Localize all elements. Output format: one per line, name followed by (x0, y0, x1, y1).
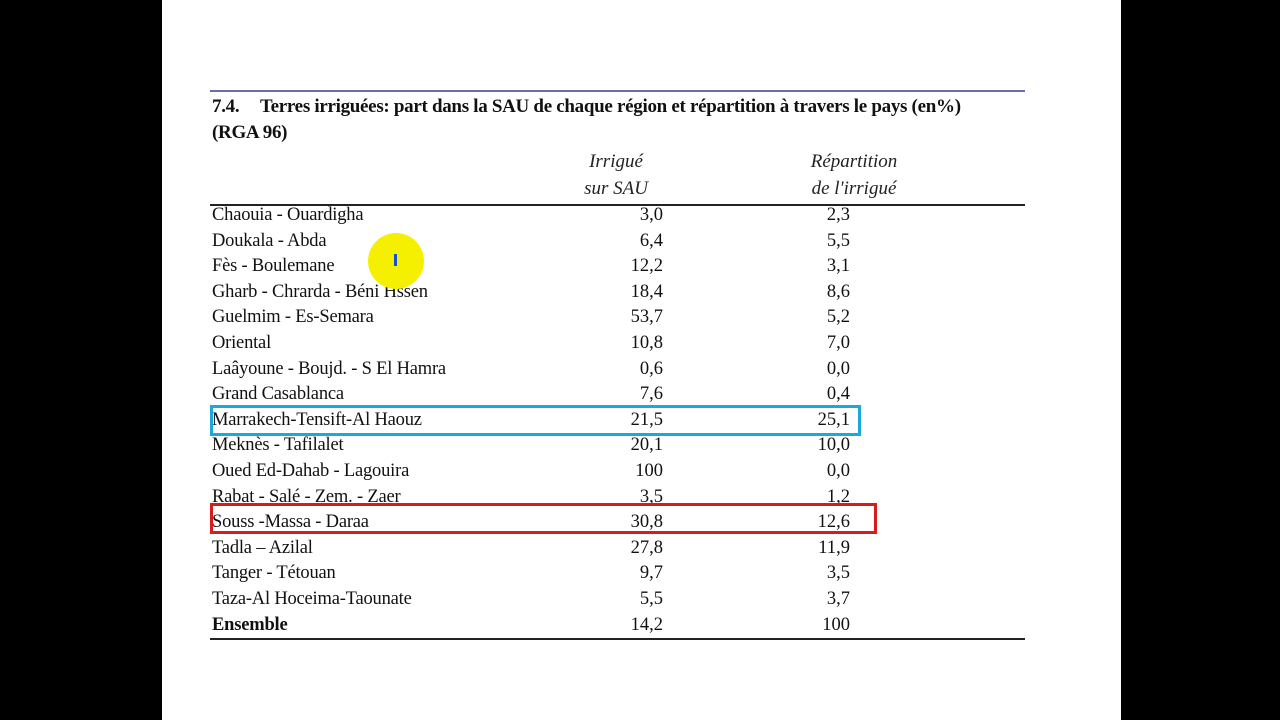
table-row: Tanger - Tétouan 9,7 3,5 (162, 561, 1121, 587)
region-cell: Oriental (212, 332, 272, 353)
region-cell: Rabat - Salé - Zem. - Zaer (212, 486, 401, 507)
region-cell: Laâyoune - Boujd. - S El Hamra (212, 358, 446, 379)
table-row: Oriental 10,8 7,0 (162, 331, 1121, 357)
table-title-text: Terres irriguées: part dans la SAU de ch… (260, 96, 961, 117)
region-cell: Oued Ed-Dahab - Lagouira (212, 460, 410, 481)
repartition-cell: 3,5 (826, 563, 850, 584)
table-row: Marrakech-Tensift-Al Haouz 21,5 25,1 (162, 408, 1121, 434)
repartition-cell: 5,2 (826, 307, 850, 328)
irrigue-cell: 100 (635, 460, 663, 481)
bottom-rule (210, 638, 1025, 640)
table-row: Doukala - Abda 6,4 5,5 (162, 229, 1121, 255)
repartition-cell: 7,0 (826, 332, 850, 353)
irrigue-cell: 30,8 (630, 512, 663, 533)
table-number: 7.4. (212, 96, 240, 117)
column-header-irrigue: Irrigué sur SAU (516, 148, 716, 202)
top-rule (210, 90, 1025, 92)
region-cell: Souss -Massa - Daraa (212, 512, 369, 533)
irrigue-cell: 9,7 (639, 563, 663, 584)
table-row: Fès - Boulemane 12,2 3,1 (162, 254, 1121, 280)
irrigue-cell: 0,6 (639, 358, 663, 379)
table-title: 7.4. Terres irriguées: part dans la SAU d… (212, 94, 1032, 146)
table-row: Guelmim - Es-Semara 53,7 5,2 (162, 305, 1121, 331)
table-row: Gharb - Chrarda - Béni Hssen 18,4 8,6 (162, 280, 1121, 306)
ibeam-mark (394, 254, 397, 266)
region-cell: Fès - Boulemane (212, 256, 335, 277)
highlight-box-red (210, 503, 877, 534)
irrigue-cell: 10,8 (630, 332, 663, 353)
region-cell: Guelmim - Es-Semara (212, 307, 374, 328)
region-cell: Meknès - Tafilalet (212, 435, 344, 456)
repartition-cell: 5,5 (826, 230, 850, 251)
region-cell: Tadla – Azilal (212, 537, 313, 558)
table-row: Laâyoune - Boujd. - S El Hamra 0,6 0,0 (162, 357, 1121, 383)
irrigue-cell: 21,5 (630, 409, 663, 430)
highlight-box-blue (210, 405, 861, 436)
repartition-cell: 12,6 (817, 512, 850, 533)
header-rule (210, 204, 1025, 206)
region-cell: Ensemble (212, 614, 288, 635)
repartition-cell: 2,3 (826, 205, 850, 225)
repartition-cell: 3,7 (826, 588, 850, 609)
repartition-cell: 100 (822, 614, 850, 635)
table-title-line2: (RGA 96) (212, 122, 288, 143)
irrigue-cell: 5,5 (639, 588, 663, 609)
repartition-cell: 3,1 (826, 256, 850, 277)
region-cell: Marrakech-Tensift-Al Haouz (212, 409, 422, 430)
region-cell: Grand Casablanca (212, 384, 344, 405)
irrigue-cell: 14,2 (630, 614, 663, 635)
repartition-cell: 8,6 (826, 281, 850, 302)
region-cell: Tanger - Tétouan (212, 563, 336, 584)
table-row: Rabat - Salé - Zem. - Zaer 3,5 1,2 (162, 485, 1121, 511)
repartition-cell: 1,2 (826, 486, 850, 507)
table-row: Meknès - Tafilalet 20,1 10,0 (162, 433, 1121, 459)
irrigue-cell: 18,4 (630, 281, 663, 302)
irrigue-cell: 27,8 (630, 537, 663, 558)
region-cell: Doukala - Abda (212, 230, 327, 251)
irrigue-cell: 7,6 (639, 384, 663, 405)
column-header-repartition-line1: Répartition (810, 151, 898, 172)
irrigue-cell: 20,1 (630, 435, 663, 456)
table-body: Chaouia - Ouardigha 3,0 2,3 Doukala - Abda 6… (162, 203, 1121, 638)
region-cell: Gharb - Chrarda - Béni Hssen (212, 281, 428, 302)
table-row: Taza-Al Hoceima-Taounate 5,5 3,7 (162, 587, 1121, 613)
irrigue-cell: 6,4 (639, 230, 663, 251)
irrigue-cell: 3,0 (639, 205, 663, 225)
region-cell: Taza-Al Hoceima-Taounate (212, 588, 412, 609)
repartition-cell: 0,0 (826, 358, 850, 379)
irrigue-cell: 53,7 (630, 307, 663, 328)
repartition-cell: 0,0 (826, 460, 850, 481)
table-row: Oued Ed-Dahab - Lagouira 100 0,0 (162, 459, 1121, 485)
repartition-cell: 10,0 (817, 435, 850, 456)
irrigue-cell: 12,2 (630, 256, 663, 277)
repartition-cell: 11,9 (818, 537, 850, 558)
repartition-cell: 0,4 (826, 384, 850, 405)
column-header-repartition-line2: de l'irrigué (811, 178, 897, 199)
column-header-repartition: Répartition de l'irrigué (754, 148, 954, 202)
slide-page: 7.4. Terres irriguées: part dans la SAU d… (162, 0, 1121, 720)
text-cursor-icon (368, 233, 424, 289)
column-header-irrigue-line2: sur SAU (584, 178, 648, 199)
table-row: Souss -Massa - Daraa 30,8 12,6 (162, 510, 1121, 536)
column-header-irrigue-line1: Irrigué (589, 151, 643, 172)
region-cell: Chaouia - Ouardigha (212, 205, 364, 225)
table-row: Tadla – Azilal 27,8 11,9 (162, 536, 1121, 562)
irrigue-cell: 3,5 (639, 486, 663, 507)
repartition-cell: 25,1 (817, 409, 850, 430)
table-row: Grand Casablanca 7,6 0,4 (162, 382, 1121, 408)
table-row: Ensemble 14,2 100 (162, 613, 1121, 639)
table-row: Chaouia - Ouardigha 3,0 2,3 (162, 203, 1121, 229)
